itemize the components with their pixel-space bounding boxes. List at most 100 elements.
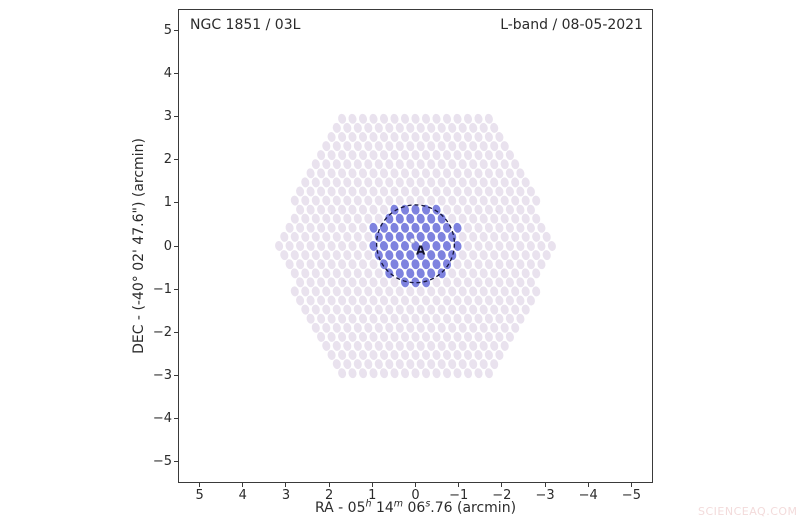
incoherent-beam-ellipse <box>327 168 336 179</box>
incoherent-beam-ellipse <box>374 359 383 370</box>
incoherent-beam-ellipse <box>406 359 415 370</box>
incoherent-beam-ellipse <box>327 331 336 342</box>
x-tick-mark <box>328 483 330 487</box>
x-tick-mark <box>544 483 546 487</box>
incoherent-beam-ellipse <box>348 186 357 197</box>
incoherent-beam-ellipse <box>469 195 478 206</box>
coherent-beam-ellipse <box>448 250 457 261</box>
incoherent-beam-ellipse <box>343 159 352 170</box>
incoherent-beam-ellipse <box>500 340 509 351</box>
y-tick-mark <box>174 331 178 333</box>
incoherent-beam-ellipse <box>390 113 399 124</box>
incoherent-beam-ellipse <box>411 186 420 197</box>
incoherent-beam-ellipse <box>379 204 389 215</box>
incoherent-beam-ellipse <box>505 277 514 288</box>
incoherent-beam-ellipse <box>369 168 378 179</box>
incoherent-beam-ellipse <box>463 132 473 142</box>
incoherent-beam-ellipse <box>374 304 383 315</box>
incoherent-beam-ellipse <box>332 141 341 152</box>
incoherent-beam-ellipse <box>463 313 473 324</box>
incoherent-beam-ellipse <box>532 195 541 206</box>
incoherent-beam-ellipse <box>411 313 420 324</box>
boresight-marker <box>409 238 416 244</box>
incoherent-beam-ellipse <box>317 204 326 215</box>
incoherent-beam-ellipse <box>490 359 499 370</box>
incoherent-beam-ellipse <box>500 304 509 315</box>
incoherent-beam-ellipse <box>453 150 462 161</box>
incoherent-beam-ellipse <box>437 177 446 188</box>
incoherent-beam-ellipse <box>542 231 551 242</box>
incoherent-beam-ellipse <box>437 340 446 351</box>
incoherent-beam-ellipse <box>442 113 452 124</box>
y-tick-label: −4 <box>152 411 172 427</box>
incoherent-beam-ellipse <box>311 268 320 279</box>
incoherent-beam-ellipse <box>364 159 373 170</box>
incoherent-beam-ellipse <box>511 304 520 315</box>
incoherent-beam-ellipse <box>469 359 478 370</box>
incoherent-beam-ellipse <box>490 286 499 297</box>
incoherent-beam-ellipse <box>348 368 357 379</box>
incoherent-beam-ellipse <box>448 286 457 297</box>
incoherent-beam-ellipse <box>479 122 488 133</box>
y-tick-label: −1 <box>152 281 172 297</box>
incoherent-beam-ellipse <box>469 340 478 351</box>
incoherent-beam-ellipse <box>285 241 294 251</box>
incoherent-beam-ellipse <box>479 195 488 206</box>
y-tick-label: 0 <box>163 238 172 254</box>
incoherent-beam-ellipse <box>280 231 289 242</box>
incoherent-beam-ellipse <box>358 295 368 306</box>
incoherent-beam-ellipse <box>416 286 425 297</box>
incoherent-beam-ellipse <box>490 213 499 224</box>
y-tick-label: −5 <box>152 454 172 470</box>
incoherent-beam-ellipse <box>379 132 389 142</box>
incoherent-beam-ellipse <box>374 322 383 333</box>
incoherent-beam-ellipse <box>458 250 467 261</box>
coherent-beam-ellipse <box>406 250 415 261</box>
incoherent-beam-ellipse <box>369 204 378 215</box>
incoherent-beam-ellipse <box>453 204 462 215</box>
incoherent-beam-ellipse <box>369 259 378 270</box>
incoherent-beam-ellipse <box>332 213 341 224</box>
incoherent-beam-ellipse <box>280 250 289 261</box>
incoherent-beam-ellipse <box>327 132 336 142</box>
incoherent-beam-ellipse <box>369 295 378 306</box>
incoherent-beam-ellipse <box>421 168 431 179</box>
incoherent-beam-ellipse <box>338 313 347 324</box>
incoherent-beam-ellipse <box>484 222 493 233</box>
incoherent-beam-ellipse <box>400 313 410 324</box>
coherent-beam-ellipse <box>411 259 420 270</box>
incoherent-beam-ellipse <box>406 195 415 206</box>
incoherent-beam-ellipse <box>348 204 357 215</box>
incoherent-beam-ellipse <box>306 222 315 233</box>
incoherent-beam-ellipse <box>442 313 452 324</box>
incoherent-beam-ellipse <box>490 322 499 333</box>
coherent-beam-ellipse <box>432 241 441 251</box>
incoherent-beam-ellipse <box>332 286 341 297</box>
incoherent-beam-ellipse <box>484 350 493 360</box>
incoherent-beam-ellipse <box>432 331 441 342</box>
incoherent-beam-ellipse <box>343 213 352 224</box>
incoherent-beam-ellipse <box>516 277 525 288</box>
incoherent-beam-ellipse <box>500 322 509 333</box>
incoherent-beam-ellipse <box>474 168 483 179</box>
incoherent-beam-ellipse <box>322 159 331 170</box>
incoherent-beam-ellipse <box>421 113 431 124</box>
incoherent-beam-ellipse <box>327 222 336 233</box>
incoherent-beam-ellipse <box>511 250 520 261</box>
coherent-beam-ellipse <box>385 250 394 261</box>
coherent-beam-ellipse <box>400 241 410 251</box>
incoherent-beam-ellipse <box>469 268 478 279</box>
incoherent-beam-ellipse <box>448 304 457 315</box>
incoherent-beam-ellipse <box>500 213 509 224</box>
incoherent-beam-ellipse <box>406 286 415 297</box>
incoherent-beam-ellipse <box>416 322 425 333</box>
beam-a-label: A <box>416 244 426 258</box>
incoherent-beam-ellipse <box>348 241 357 251</box>
coherent-beam-ellipse <box>421 241 431 251</box>
incoherent-beam-ellipse <box>463 222 473 233</box>
incoherent-beam-ellipse <box>479 213 488 224</box>
incoherent-beam-ellipse <box>421 295 431 306</box>
incoherent-beam-ellipse <box>338 241 347 251</box>
coherent-beam-ellipse <box>379 241 389 251</box>
x-label-part: 14 <box>371 500 394 516</box>
